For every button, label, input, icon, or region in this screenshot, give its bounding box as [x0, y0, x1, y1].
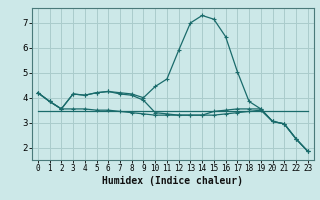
X-axis label: Humidex (Indice chaleur): Humidex (Indice chaleur) — [102, 176, 243, 186]
